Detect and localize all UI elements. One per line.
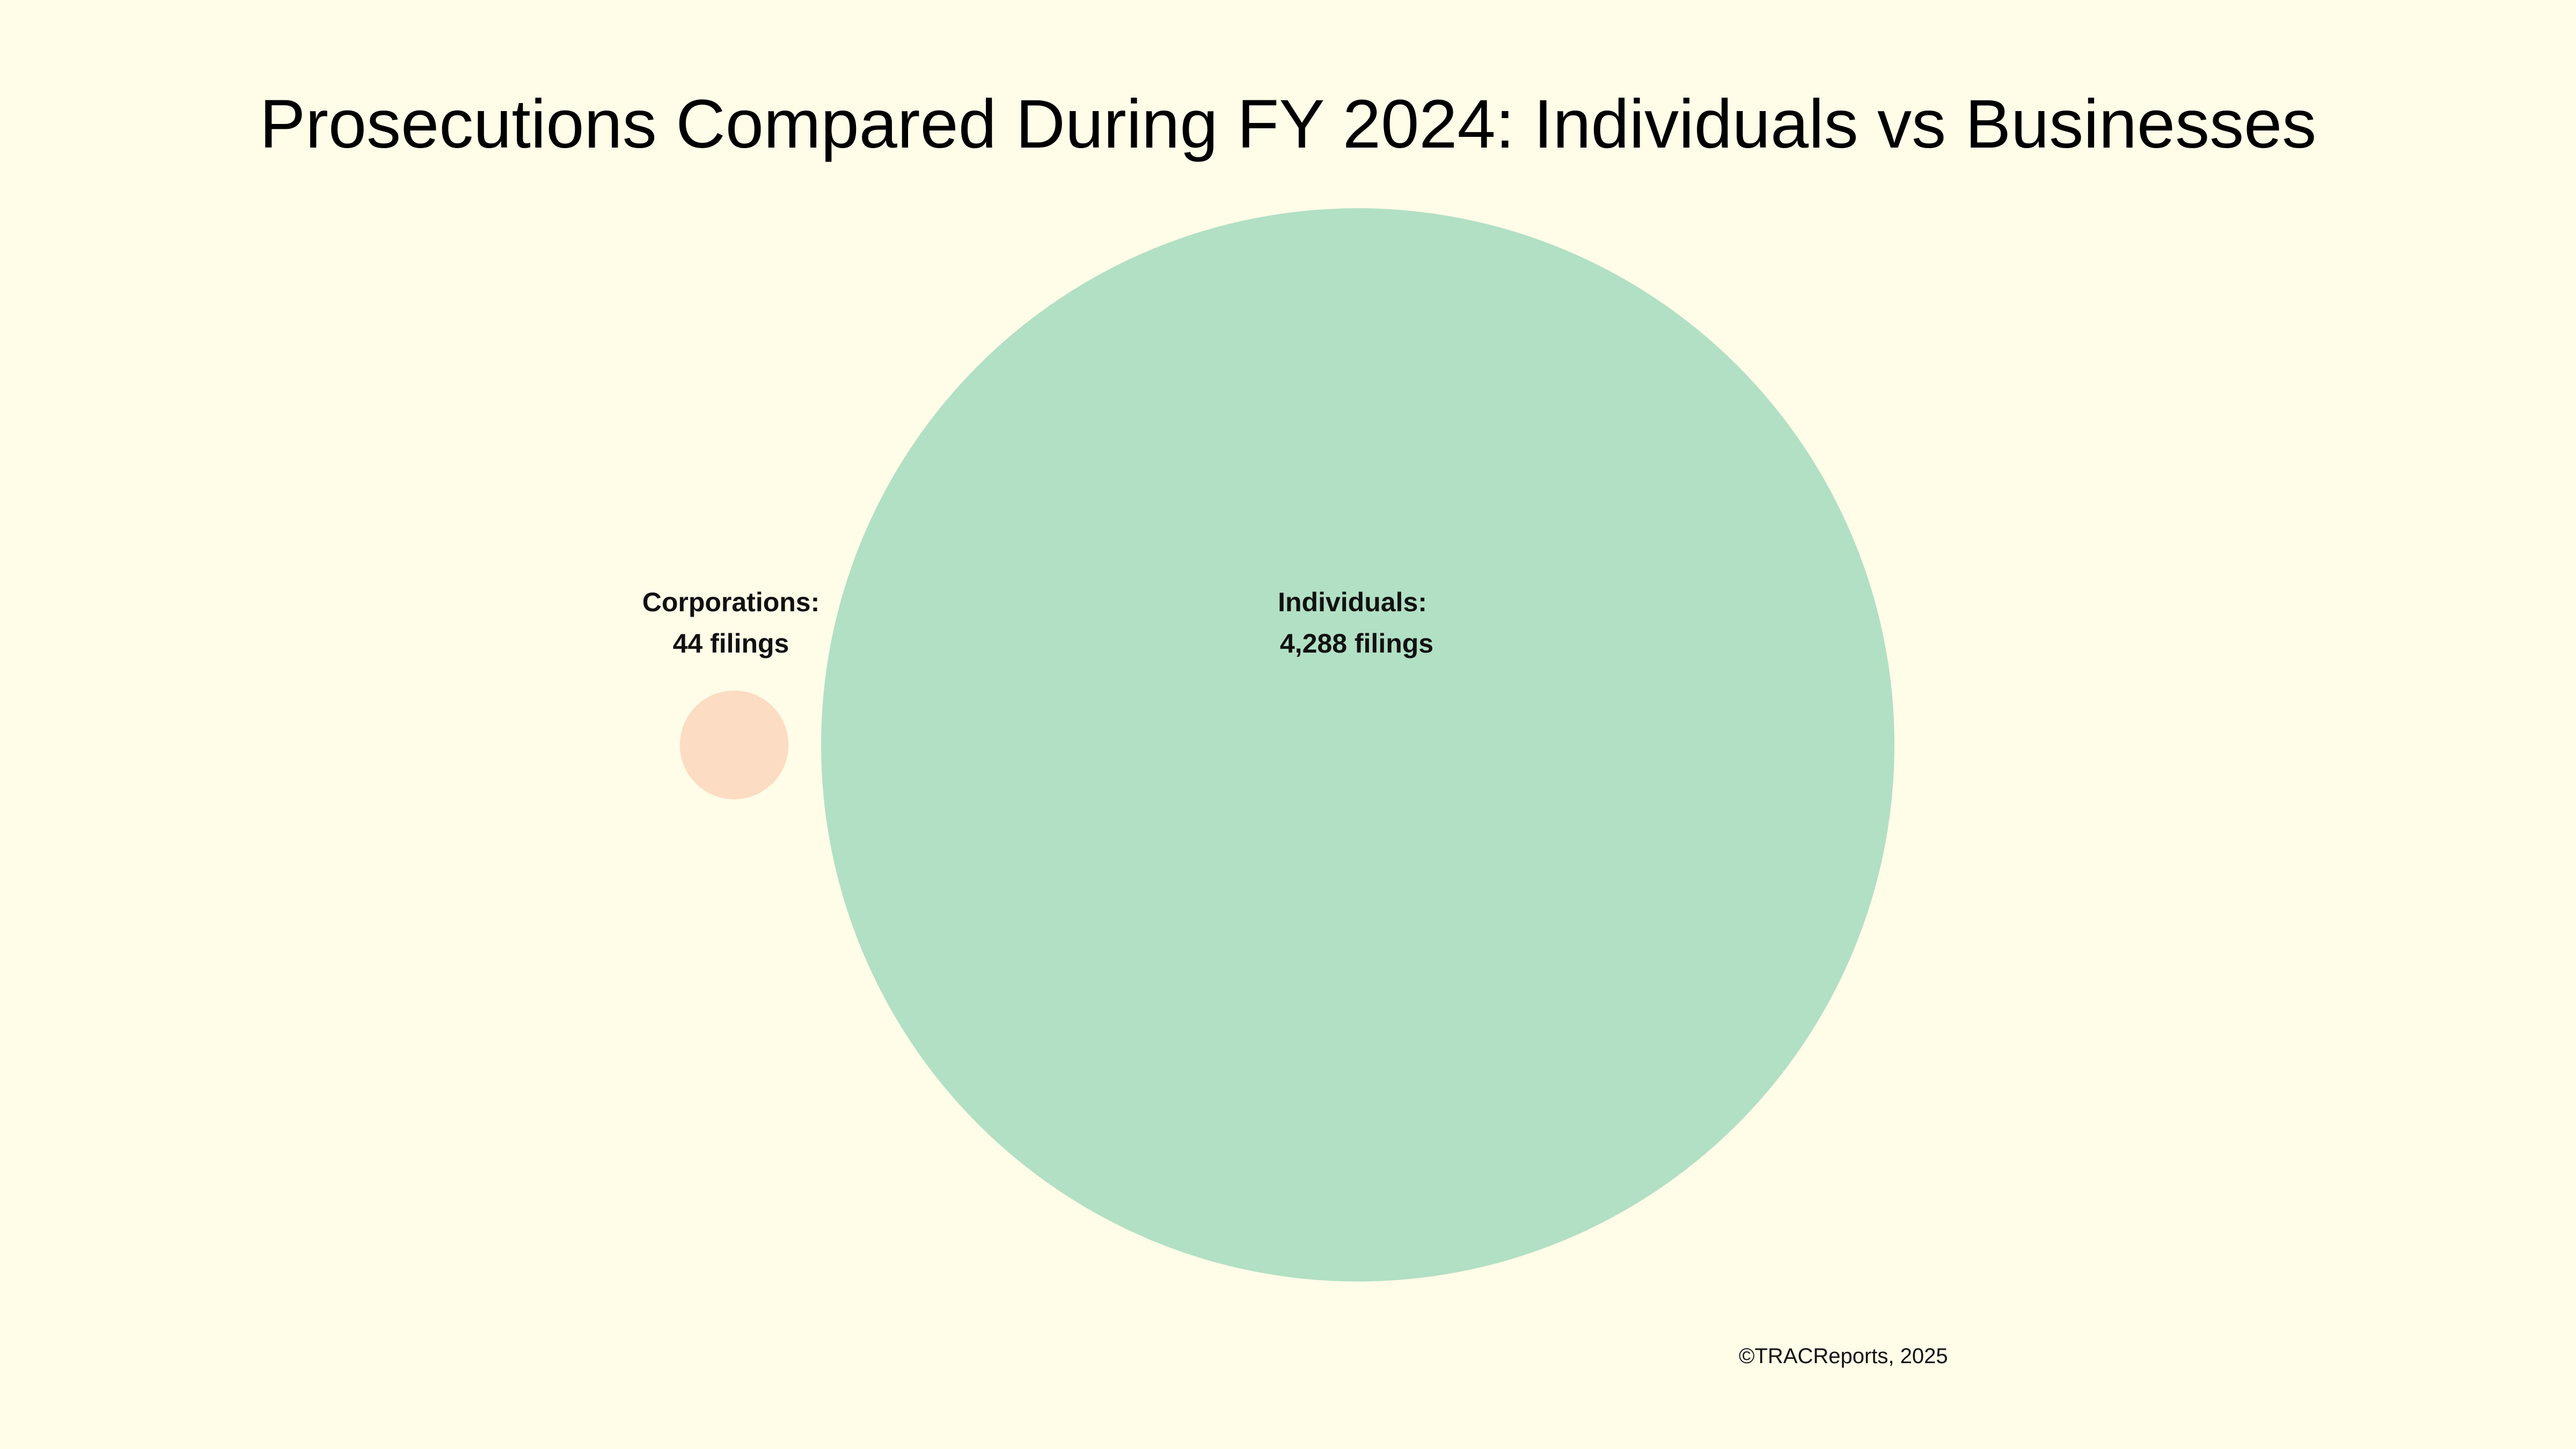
bubbles-layer xyxy=(679,208,1894,1282)
bubble-individuals xyxy=(821,208,1894,1282)
label-corporations-name: Corporations: xyxy=(642,587,820,617)
labels-layer: Corporations: 44 filings Individuals: 4,288… xyxy=(642,587,1433,658)
chart-title: Prosecutions Compared During FY 2024: In… xyxy=(260,86,2317,163)
label-individuals-name: Individuals: xyxy=(1278,587,1427,617)
credit-text: ©TRACReports, 2025 xyxy=(1739,1344,1948,1368)
label-corporations-value: 44 filings xyxy=(673,628,789,658)
bubble-corporations xyxy=(679,690,789,800)
label-individuals-value: 4,288 filings xyxy=(1280,628,1433,658)
